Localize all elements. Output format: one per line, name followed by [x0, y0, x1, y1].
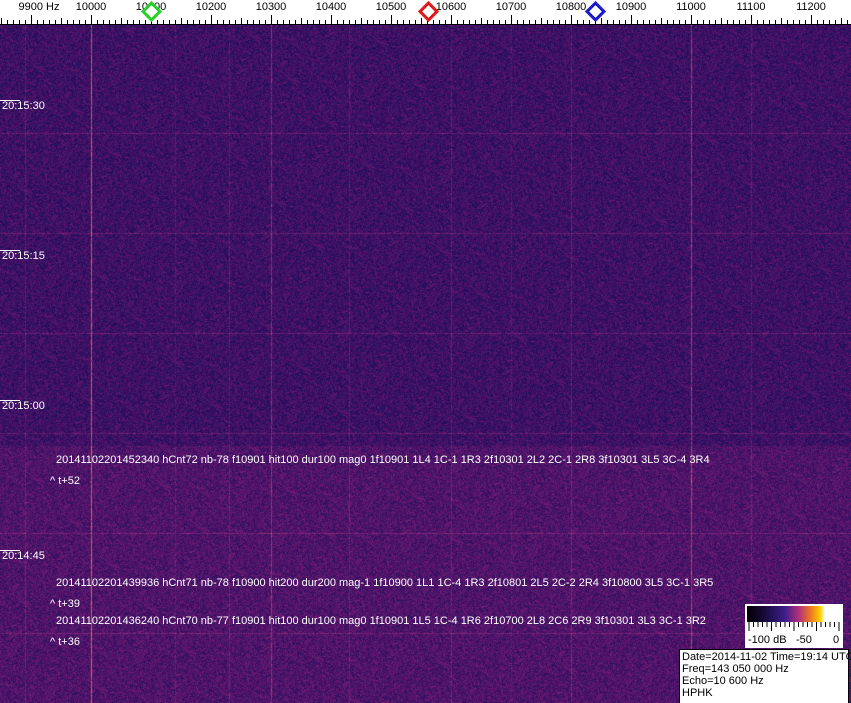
- tick-label: 10500: [375, 1, 407, 13]
- timestamp: 20:15:15: [2, 250, 45, 262]
- tick-label: 10300: [255, 1, 287, 13]
- timestamp: 20:15:30: [2, 100, 45, 112]
- time-marker-line: [0, 250, 20, 251]
- info-box: Date=2014-11-02 Time=19:14 UTC Freq=143 …: [679, 649, 851, 703]
- colorbar-label: 0: [833, 634, 840, 646]
- color-gradient: [747, 606, 841, 622]
- unit-label: 9900 Hz: [18, 1, 60, 13]
- timestamp: 20:15:00: [2, 400, 45, 412]
- color-scale-ticks: [748, 622, 840, 631]
- time-marker-line: [0, 400, 20, 401]
- timestamp: 20:14:45: [2, 550, 45, 562]
- detection-offset: ^ t+36: [50, 636, 80, 648]
- tick-label: 11200: [796, 1, 826, 13]
- detection-line: 20141102201452340 hCnt72 nb-78 f10901 hi…: [56, 454, 710, 466]
- tick-label: 10400: [315, 1, 347, 13]
- tick-label: 10000: [75, 1, 107, 13]
- tick-label: 10800: [555, 1, 587, 13]
- station: HPHK: [682, 687, 713, 699]
- date-time: Date=2014-11-02 Time=19:14 UTC: [682, 651, 851, 663]
- tick-label: 10600: [435, 1, 467, 13]
- frequency-ticks: [0, 15, 851, 25]
- tick-label: 10200: [195, 1, 227, 13]
- waterfall-display[interactable]: [0, 25, 851, 703]
- frequency: Freq=143 050 000 Hz: [682, 663, 789, 675]
- color-scale-legend: -100 dB -50 0: [745, 604, 843, 648]
- tick-label: 11100: [736, 1, 766, 13]
- colorbar-label: -50: [796, 634, 812, 646]
- detection-offset: ^ t+39: [50, 598, 80, 610]
- detection-offset: ^ t+52: [50, 475, 80, 487]
- detection-line: 20141102201436240 hCnt70 nb-77 f10901 hi…: [56, 615, 706, 627]
- time-marker-line: [0, 100, 20, 101]
- frequency-scale[interactable]: 9900 Hz 10000 10100 10200 10300 10400 10…: [0, 0, 851, 25]
- echo-frequency: Echo=10 600 Hz: [682, 675, 764, 687]
- colorbar-label: -100 dB: [748, 634, 787, 646]
- time-marker-line: [0, 550, 20, 551]
- tick-label: 10900: [615, 1, 647, 13]
- detection-line: 20141102201439936 hCnt71 nb-78 f10900 hi…: [56, 577, 714, 589]
- tick-label: 11000: [676, 1, 706, 13]
- tick-label: 10700: [495, 1, 527, 13]
